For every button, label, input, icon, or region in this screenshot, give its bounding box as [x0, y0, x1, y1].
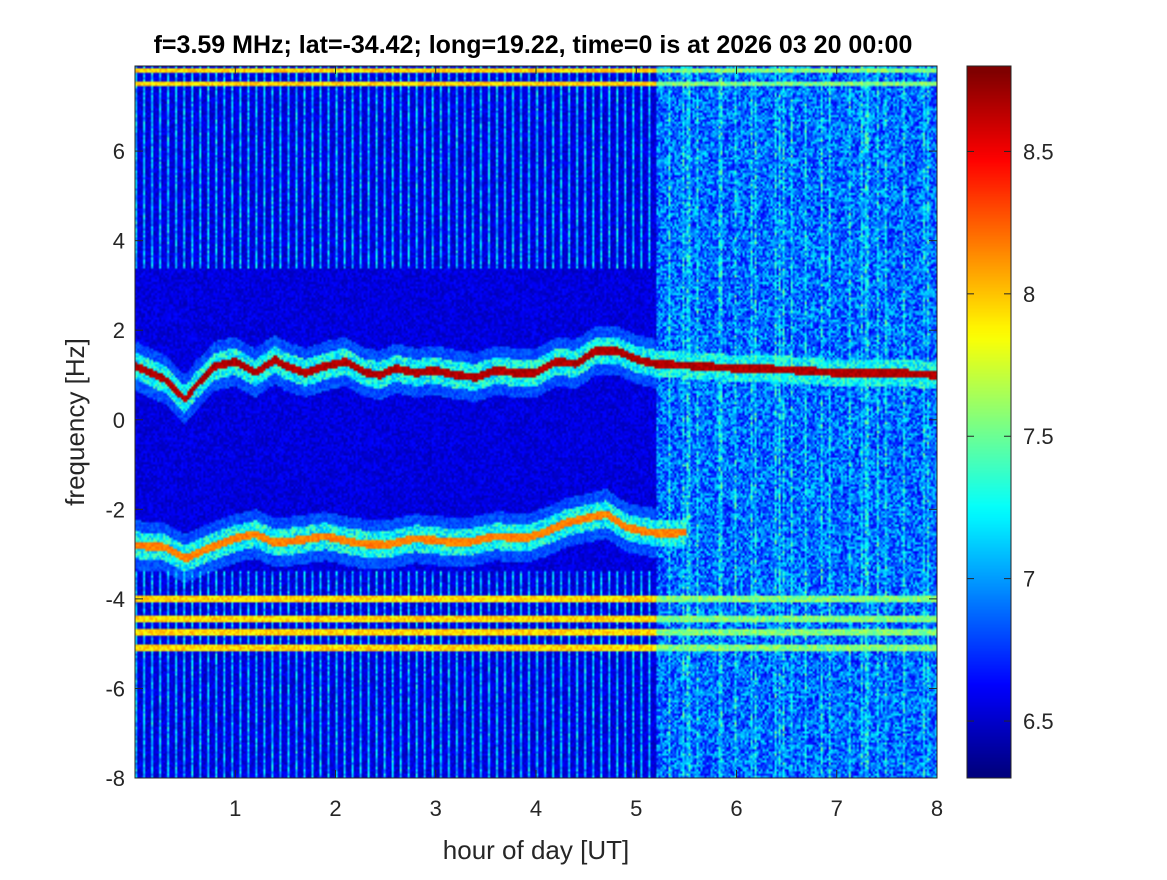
- colorbar-gradient: [967, 66, 1011, 778]
- x-tick-label: 3: [430, 796, 442, 821]
- y-axis-label: frequency [Hz]: [60, 338, 90, 506]
- spectrogram-heatmap: [135, 66, 937, 778]
- x-tick-label: 6: [730, 796, 742, 821]
- colorbar: 6.5 7 7.5 8 8.5: [966, 65, 1054, 779]
- x-tick-label: 5: [630, 796, 642, 821]
- x-axis-ticks: 1 2 3 4 5 6 7 8: [229, 66, 943, 821]
- y-tick-label: 0: [113, 408, 125, 433]
- colorbar-tick-label: 8: [1023, 282, 1035, 307]
- x-tick-label: 2: [329, 796, 341, 821]
- x-tick-label: 1: [229, 796, 241, 821]
- y-tick-label: 4: [113, 229, 125, 254]
- y-tick-label: 6: [113, 139, 125, 164]
- colorbar-tick-label: 7: [1023, 567, 1035, 592]
- x-tick-label: 8: [931, 796, 943, 821]
- heatmap-plot-area: [134, 65, 938, 779]
- x-tick-label: 7: [831, 796, 843, 821]
- y-axis-ticks: -8 -6 -4 -2 0 2 4 6: [105, 139, 937, 791]
- y-tick-label: 2: [113, 318, 125, 343]
- y-tick-label: -2: [105, 497, 125, 522]
- colorbar-tick-label: 7.5: [1023, 424, 1054, 449]
- y-tick-label: -6: [105, 676, 125, 701]
- y-tick-label: -8: [105, 766, 125, 791]
- chart-title: f=3.59 MHz; lat=-34.42; long=19.22, time…: [154, 31, 913, 59]
- colorbar-tick-label: 6.5: [1023, 709, 1054, 734]
- colorbar-frame: [966, 65, 1012, 779]
- x-tick-label: 4: [530, 796, 542, 821]
- y-tick-label: -4: [105, 587, 125, 612]
- colorbar-ticks: 6.5 7 7.5 8 8.5: [967, 139, 1054, 734]
- x-axis-label: hour of day [UT]: [443, 835, 629, 865]
- colorbar-tick-label: 8.5: [1023, 139, 1054, 164]
